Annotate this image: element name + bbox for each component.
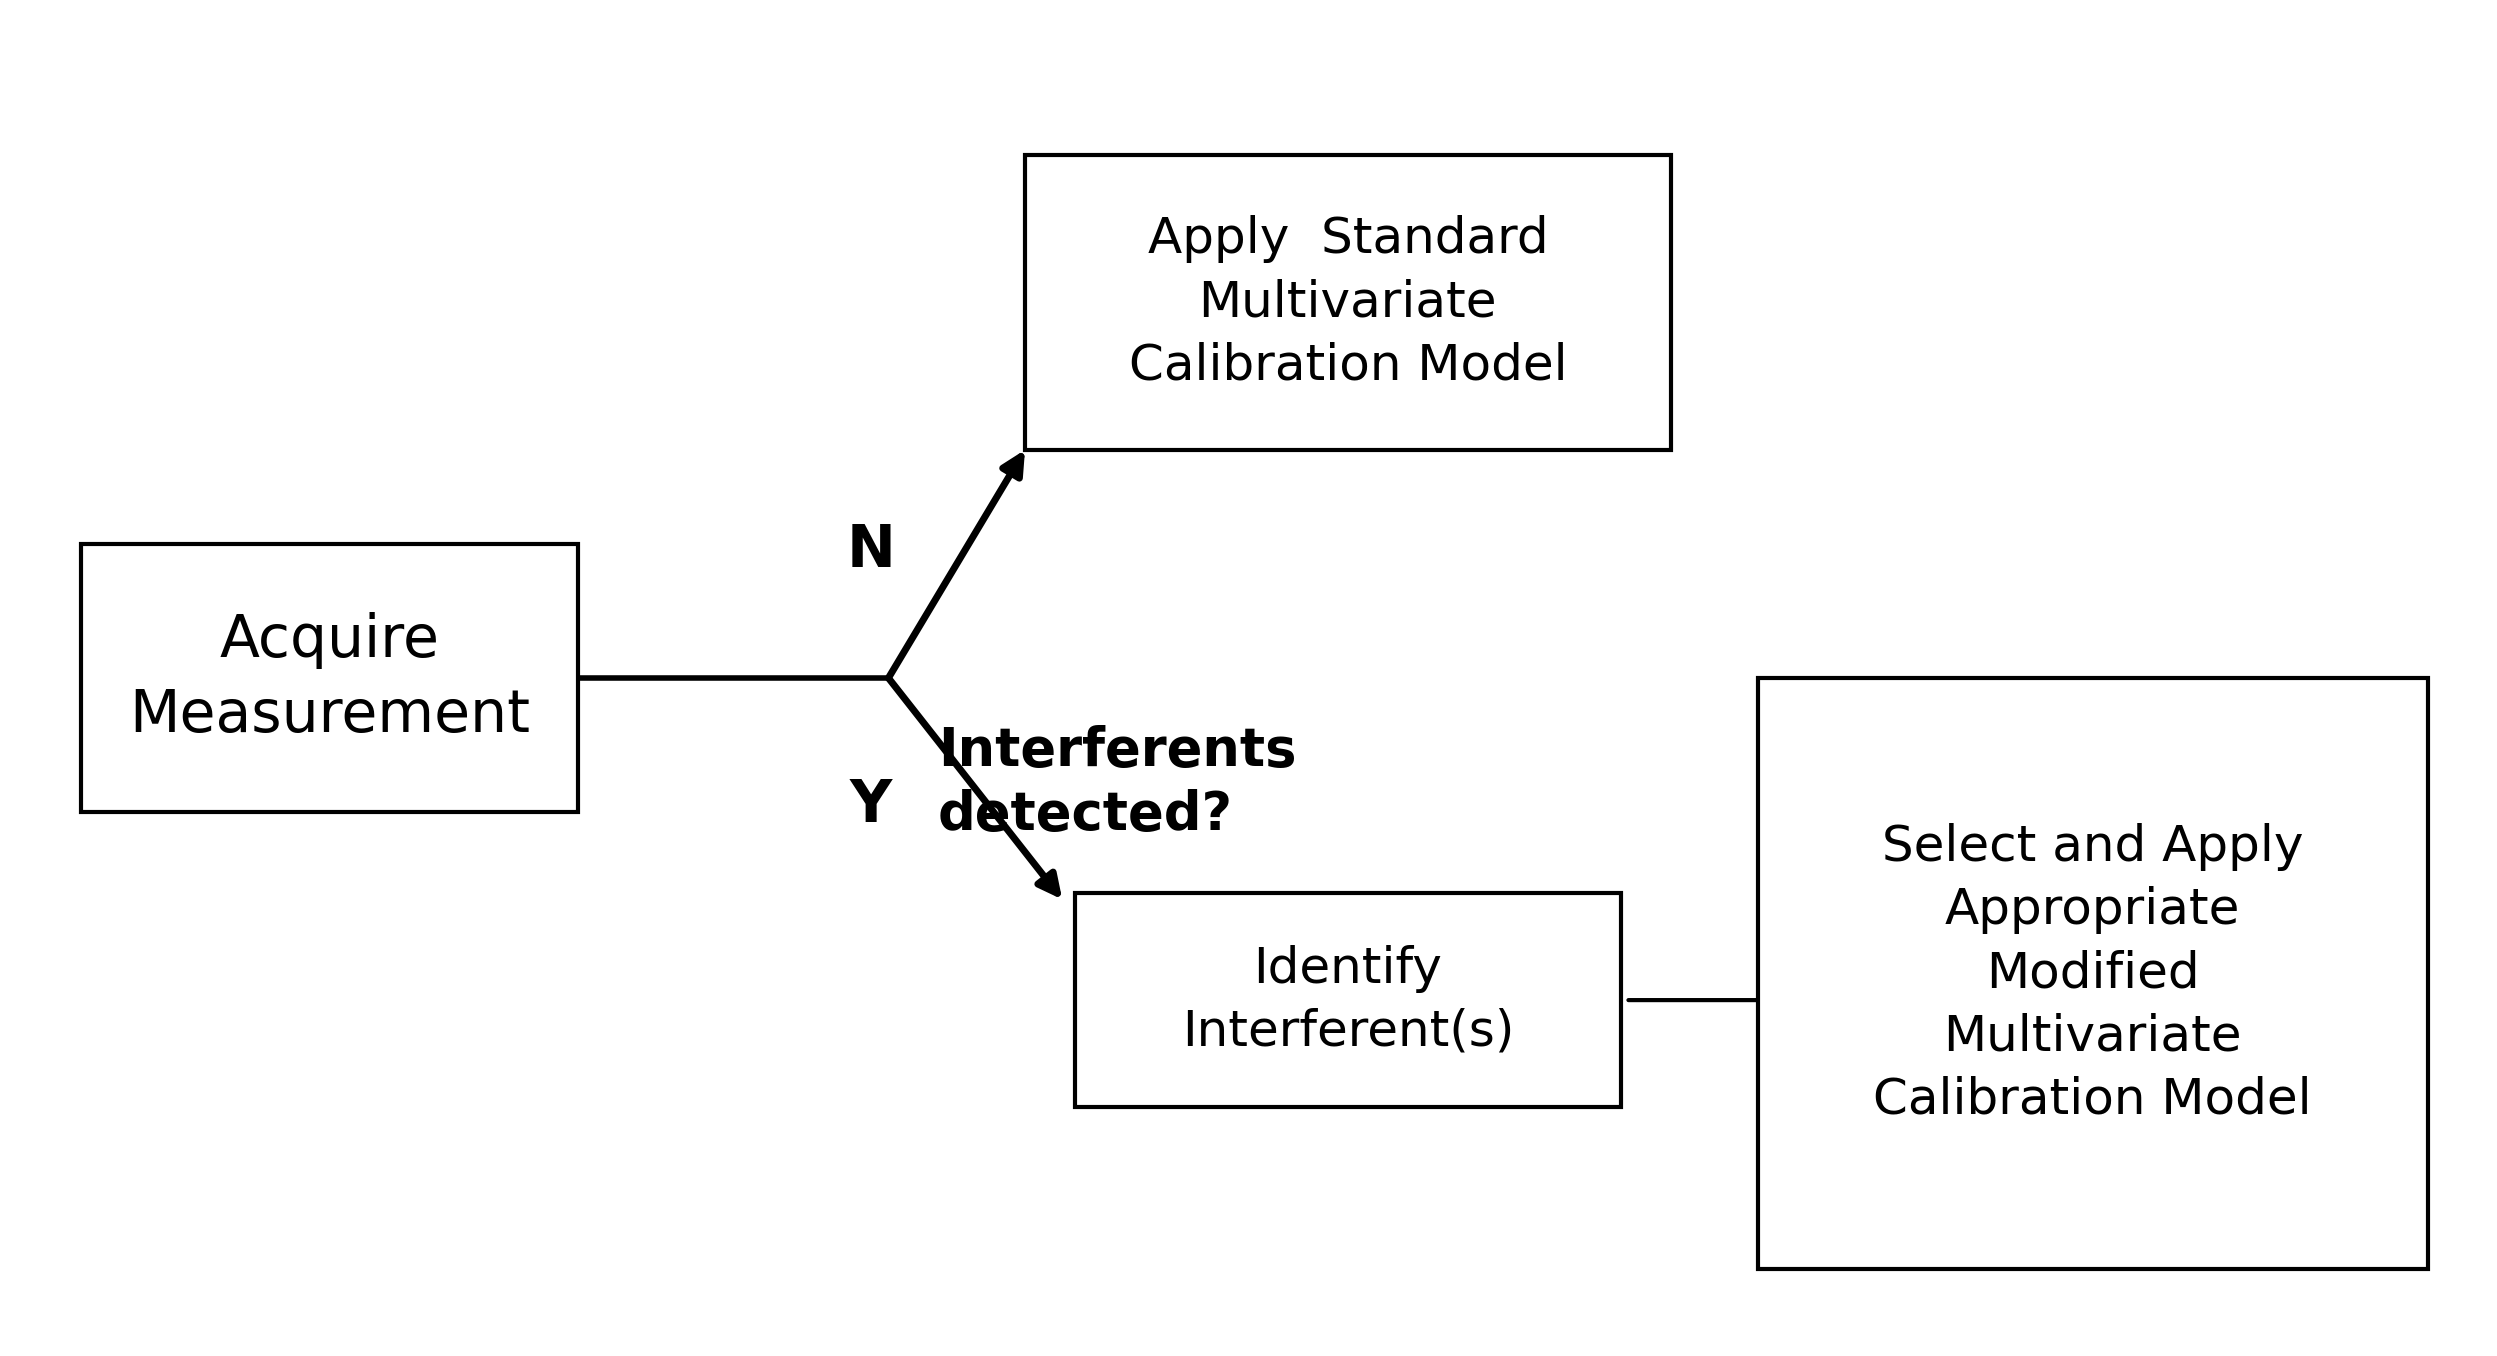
FancyBboxPatch shape [1026,155,1670,450]
Text: Identify
Interferent(s): Identify Interferent(s) [1181,945,1513,1056]
Text: Acquire
Measurement: Acquire Measurement [130,612,529,744]
Text: Y: Y [849,777,891,834]
Text: Interferents
detected?: Interferents detected? [939,725,1296,841]
FancyBboxPatch shape [1758,678,2427,1268]
Text: N: N [846,522,896,579]
FancyBboxPatch shape [82,544,579,812]
FancyBboxPatch shape [1074,892,1621,1108]
Text: Apply  Standard
Multivariate
Calibration Model: Apply Standard Multivariate Calibration … [1129,216,1568,389]
Text: Select and Apply
Appropriate
Modified
Multivariate
Calibration Model: Select and Apply Appropriate Modified Mu… [1873,823,2312,1124]
